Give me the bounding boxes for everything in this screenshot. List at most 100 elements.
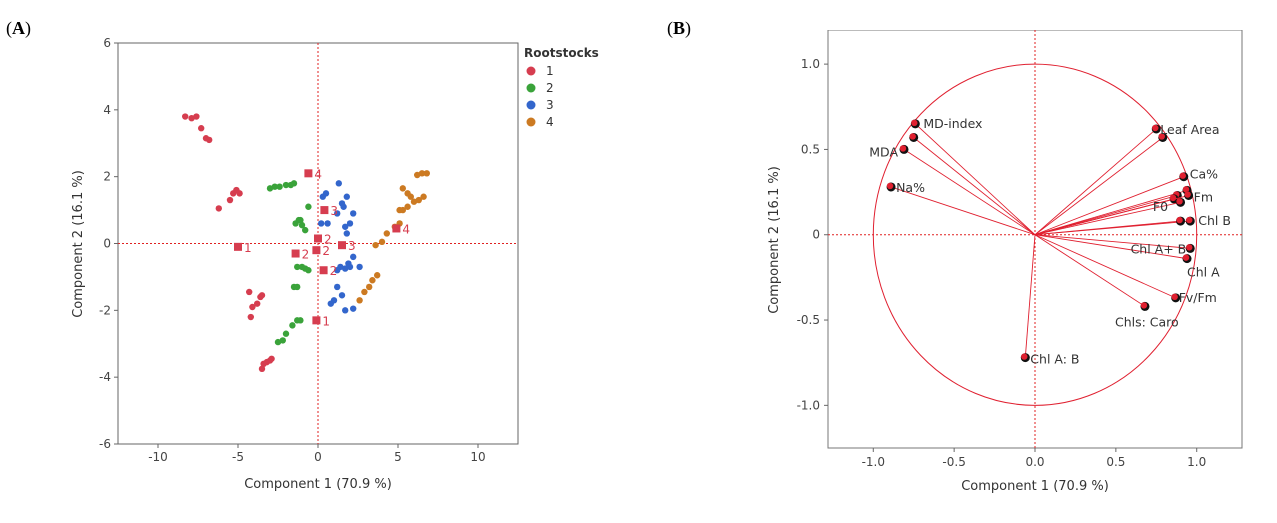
- loading-point-highlight: [1186, 216, 1193, 224]
- data-point-rootstock-3: [350, 253, 357, 261]
- data-point-rootstock-3: [334, 210, 341, 217]
- data-point-rootstock-1: [198, 125, 205, 132]
- legend-marker-2: [526, 83, 536, 93]
- centroid-label: 2: [330, 264, 338, 278]
- centroid-marker: [392, 224, 401, 233]
- data-point-rootstock-4: [378, 238, 386, 246]
- data-point-rootstock-1: [246, 288, 253, 296]
- loading-label: Fv/Fm: [1179, 290, 1217, 305]
- data-point-rootstock-4: [410, 198, 418, 205]
- data-point-rootstock-1: [226, 196, 234, 204]
- data-point-rootstock-4: [374, 272, 381, 279]
- x-tick-label: 5: [394, 450, 402, 464]
- data-point-rootstock-1: [206, 136, 213, 144]
- data-point-rootstock-2: [294, 283, 301, 291]
- x-tick-label: -1.0: [862, 455, 885, 469]
- x-tick-label: 1.0: [1187, 455, 1206, 469]
- loading-label: Na%: [896, 180, 925, 195]
- loading-label: MD-index: [923, 116, 982, 131]
- data-point-rootstock-3: [350, 210, 357, 217]
- legend-title: Rootstocks: [524, 46, 599, 60]
- centroid-marker: [314, 234, 322, 243]
- data-point-rootstock-2: [289, 322, 296, 329]
- centroid-label: 1: [322, 314, 330, 328]
- loading-label: Chl A+ B: [1131, 241, 1187, 256]
- legend-marker-1: [526, 66, 536, 76]
- y-tick-label: 6: [103, 36, 111, 50]
- loading-label: Ca%: [1190, 167, 1218, 182]
- data-point-rootstock-1: [258, 292, 266, 299]
- data-point-rootstock-3: [343, 230, 350, 237]
- data-point-rootstock-2: [297, 317, 304, 324]
- data-point-rootstock-2: [266, 185, 274, 192]
- data-point-rootstock-1: [193, 113, 200, 120]
- y-tick-label: 0.5: [801, 142, 820, 156]
- loading-point-highlight: [1021, 353, 1028, 360]
- y-axis-title: Component 2 (16.1 %): [767, 166, 782, 314]
- x-tick-label: 10: [470, 450, 485, 464]
- data-point-rootstock-4: [366, 283, 373, 291]
- data-point-rootstock-4: [420, 193, 427, 200]
- centroid-marker: [338, 241, 346, 250]
- centroid-marker: [291, 249, 300, 258]
- data-point-rootstock-2: [274, 338, 282, 346]
- loading-vector: [1034, 220, 1181, 236]
- data-point-rootstock-1: [258, 365, 266, 373]
- data-point-rootstock-3: [346, 263, 354, 271]
- data-point-rootstock-1: [254, 300, 261, 307]
- loading-point-highlight: [1186, 244, 1193, 251]
- loading-vector: [1034, 234, 1191, 249]
- y-tick-label: -6: [99, 437, 111, 451]
- centroid-marker: [320, 206, 329, 215]
- y-axis-title: Component 2 (16.1 %): [71, 170, 86, 318]
- centroid-marker: [234, 242, 242, 251]
- x-tick-label: -10: [148, 450, 168, 464]
- centroid-marker: [312, 316, 321, 325]
- data-point-rootstock-2: [290, 180, 298, 187]
- data-point-rootstock-1: [215, 205, 222, 212]
- centroid-label: 4: [314, 167, 322, 181]
- loading-point-highlight: [909, 133, 916, 140]
- x-tick-label: -5: [232, 450, 244, 464]
- loading-label: Fm: [1194, 189, 1213, 204]
- loading-vector: [1034, 195, 1189, 236]
- unit-circle: [872, 63, 1198, 406]
- panel-b-label: (B): [667, 18, 692, 38]
- data-point-rootstock-4: [372, 241, 379, 249]
- data-point-rootstock-1: [236, 190, 243, 197]
- y-tick-label: -1.0: [797, 398, 820, 412]
- loading-vector: [1034, 234, 1188, 260]
- loading-vector: [1034, 176, 1184, 236]
- loading-point-highlight: [1158, 133, 1165, 140]
- data-point-rootstock-3: [324, 220, 331, 227]
- data-point-rootstock-2: [271, 183, 278, 190]
- data-point-rootstock-3: [340, 203, 347, 210]
- x-tick-label: 0: [314, 450, 322, 464]
- x-axis-title: Component 1 (70.9 %): [961, 479, 1109, 494]
- data-point-rootstock-3: [338, 292, 346, 299]
- data-point-rootstock-2: [305, 203, 312, 210]
- legend-entry-1: 1: [546, 64, 554, 78]
- data-point-rootstock-3: [350, 305, 357, 312]
- loading-vector: [1034, 128, 1157, 236]
- data-point-rootstock-4: [399, 185, 406, 192]
- panel-a-label: (A): [6, 18, 31, 38]
- y-tick-label: 2: [103, 170, 111, 184]
- loading-point-highlight: [1176, 198, 1183, 205]
- loading-vector: [903, 149, 1036, 236]
- loading-vector: [1034, 201, 1181, 236]
- data-point-rootstock-3: [346, 220, 354, 227]
- centroid-label: 2: [324, 232, 332, 246]
- loading-point-highlight: [886, 182, 894, 190]
- data-point-rootstock-4: [399, 206, 406, 214]
- loading-point-highlight: [1179, 172, 1186, 179]
- centroid-marker: [319, 266, 328, 275]
- data-point-rootstock-3: [343, 193, 350, 200]
- x-axis-title: Component 1 (70.9 %): [244, 477, 392, 492]
- y-tick-label: -0.5: [797, 313, 820, 327]
- y-tick-label: -4: [99, 370, 111, 384]
- data-point-rootstock-2: [298, 221, 306, 229]
- data-point-rootstock-2: [294, 263, 301, 271]
- centroid-label: 2: [322, 244, 330, 258]
- loading-vector: [1034, 137, 1164, 236]
